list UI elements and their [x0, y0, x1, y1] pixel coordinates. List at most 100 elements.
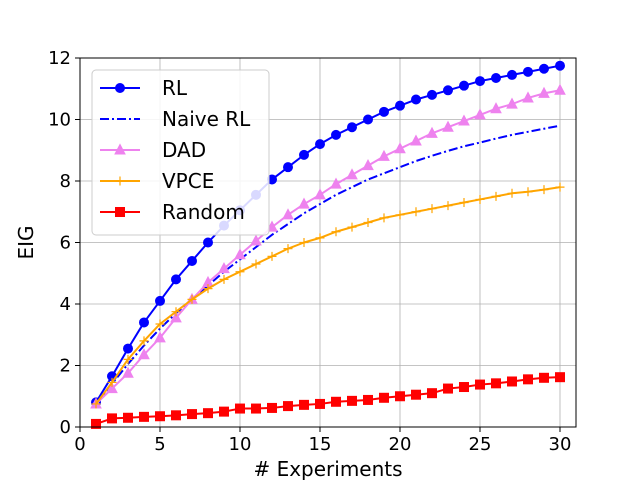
series-rl [91, 60, 565, 408]
data-point-random-30 [555, 372, 565, 383]
data-point-vpce-30 [555, 182, 565, 192]
legend-marker-dad [114, 143, 126, 155]
data-point-vpce-13 [283, 244, 293, 254]
data-point-rl-30 [555, 60, 565, 71]
data-point-random-5 [155, 411, 165, 422]
series-random [91, 372, 565, 429]
data-point-rl-16 [331, 129, 341, 140]
data-point-vpce-17 [347, 222, 357, 232]
x-tick-label-25: 25 [469, 434, 492, 455]
y-tick-label-10: 10 [48, 110, 71, 131]
legend-label-random: Random [162, 200, 245, 224]
data-point-vpce-16 [331, 227, 341, 237]
data-point-random-2 [107, 413, 117, 424]
legend-entry-random: Random [100, 200, 245, 224]
data-point-vpce-7 [187, 294, 197, 304]
x-tick-label-5: 5 [154, 434, 165, 455]
data-point-rl-15 [315, 139, 325, 150]
data-point-rl-24 [459, 80, 469, 91]
data-point-vpce-12 [267, 251, 277, 261]
data-point-dad-9 [218, 262, 230, 274]
data-point-dad-28 [522, 91, 534, 103]
data-point-vpce-23 [443, 201, 453, 211]
data-point-random-10 [235, 403, 245, 414]
data-point-dad-2 [106, 381, 118, 394]
data-point-rl-5 [155, 295, 165, 306]
series-naive-rl [95, 124, 561, 405]
data-point-random-17 [347, 395, 357, 406]
x-axis-label: # Experiments [253, 457, 402, 480]
data-point-random-14 [299, 399, 309, 410]
data-point-random-15 [315, 398, 325, 409]
data-point-random-19 [379, 392, 389, 403]
data-point-dad-3 [122, 366, 134, 378]
y-tick-label-8: 8 [60, 171, 71, 192]
data-point-random-13 [283, 401, 293, 412]
data-point-random-21 [411, 389, 421, 400]
x-tick-label-30: 30 [549, 434, 572, 455]
series-vpce [91, 182, 565, 409]
data-point-random-22 [427, 388, 437, 399]
data-point-dad-25 [474, 108, 486, 120]
legend-entry-naive-rl: Naive RL [100, 107, 251, 131]
data-point-vpce-29 [539, 185, 549, 195]
data-point-dad-24 [458, 114, 470, 126]
data-point-vpce-1 [91, 399, 101, 409]
data-point-vpce-15 [315, 233, 325, 243]
data-point-random-11 [251, 403, 261, 414]
data-point-rl-23 [443, 85, 453, 96]
data-point-vpce-8 [203, 284, 213, 294]
data-point-vpce-14 [299, 238, 309, 247]
x-tick-label-0: 0 [74, 434, 85, 455]
data-point-dad-15 [314, 188, 326, 200]
data-point-dad-4 [138, 348, 150, 360]
data-point-rl-17 [347, 122, 357, 133]
legend-marker-random [115, 207, 125, 217]
data-point-dad-13 [282, 208, 294, 220]
series-line-naive-rl [95, 124, 561, 405]
data-point-dad-29 [538, 86, 550, 98]
data-point-dad-18 [362, 159, 374, 171]
data-point-random-20 [395, 391, 405, 402]
data-point-random-23 [443, 383, 453, 394]
data-point-vpce-9 [219, 274, 229, 284]
data-point-random-12 [267, 402, 277, 413]
data-point-dad-17 [346, 168, 358, 180]
data-point-dad-26 [490, 102, 502, 114]
legend-entry-dad: DAD [100, 138, 206, 162]
data-point-vpce-21 [411, 207, 421, 217]
data-point-dad-23 [442, 120, 454, 132]
data-point-random-26 [491, 378, 501, 389]
legend-box [91, 69, 270, 236]
y-tick-label-2: 2 [60, 356, 71, 377]
data-point-random-7 [187, 409, 197, 420]
y-tick-label-12: 12 [48, 48, 71, 69]
data-point-dad-20 [394, 142, 406, 154]
legend-label-vpce: VPCE [162, 169, 214, 193]
data-point-vpce-20 [395, 210, 405, 220]
legend-entry-vpce: VPCE [100, 169, 214, 193]
legend-label-rl: RL [162, 76, 188, 100]
ticks: 0 5 10 15 20 25 30 0 2 4 6 8 10 12 [48, 48, 571, 455]
data-point-vpce-2 [107, 377, 117, 387]
data-point-random-1 [91, 418, 101, 429]
series-layer [90, 60, 566, 429]
x-tick-label-15: 15 [309, 434, 332, 455]
data-point-rl-3 [123, 343, 133, 354]
data-point-vpce-19 [379, 213, 389, 223]
data-point-rl-22 [427, 89, 437, 100]
data-point-random-16 [331, 396, 341, 407]
data-point-random-8 [203, 408, 213, 419]
legend-label-naive-rl: Naive RL [162, 107, 251, 131]
data-point-vpce-5 [155, 319, 165, 329]
data-point-random-3 [123, 412, 133, 423]
data-point-random-4 [139, 411, 149, 422]
data-point-vpce-11 [251, 259, 261, 269]
data-point-random-27 [507, 376, 517, 387]
x-tick-label-20: 20 [389, 434, 412, 455]
data-point-random-9 [219, 406, 229, 417]
data-point-dad-27 [506, 97, 518, 109]
data-point-vpce-6 [171, 307, 181, 317]
data-point-random-24 [459, 382, 469, 393]
data-point-vpce-26 [491, 191, 501, 201]
